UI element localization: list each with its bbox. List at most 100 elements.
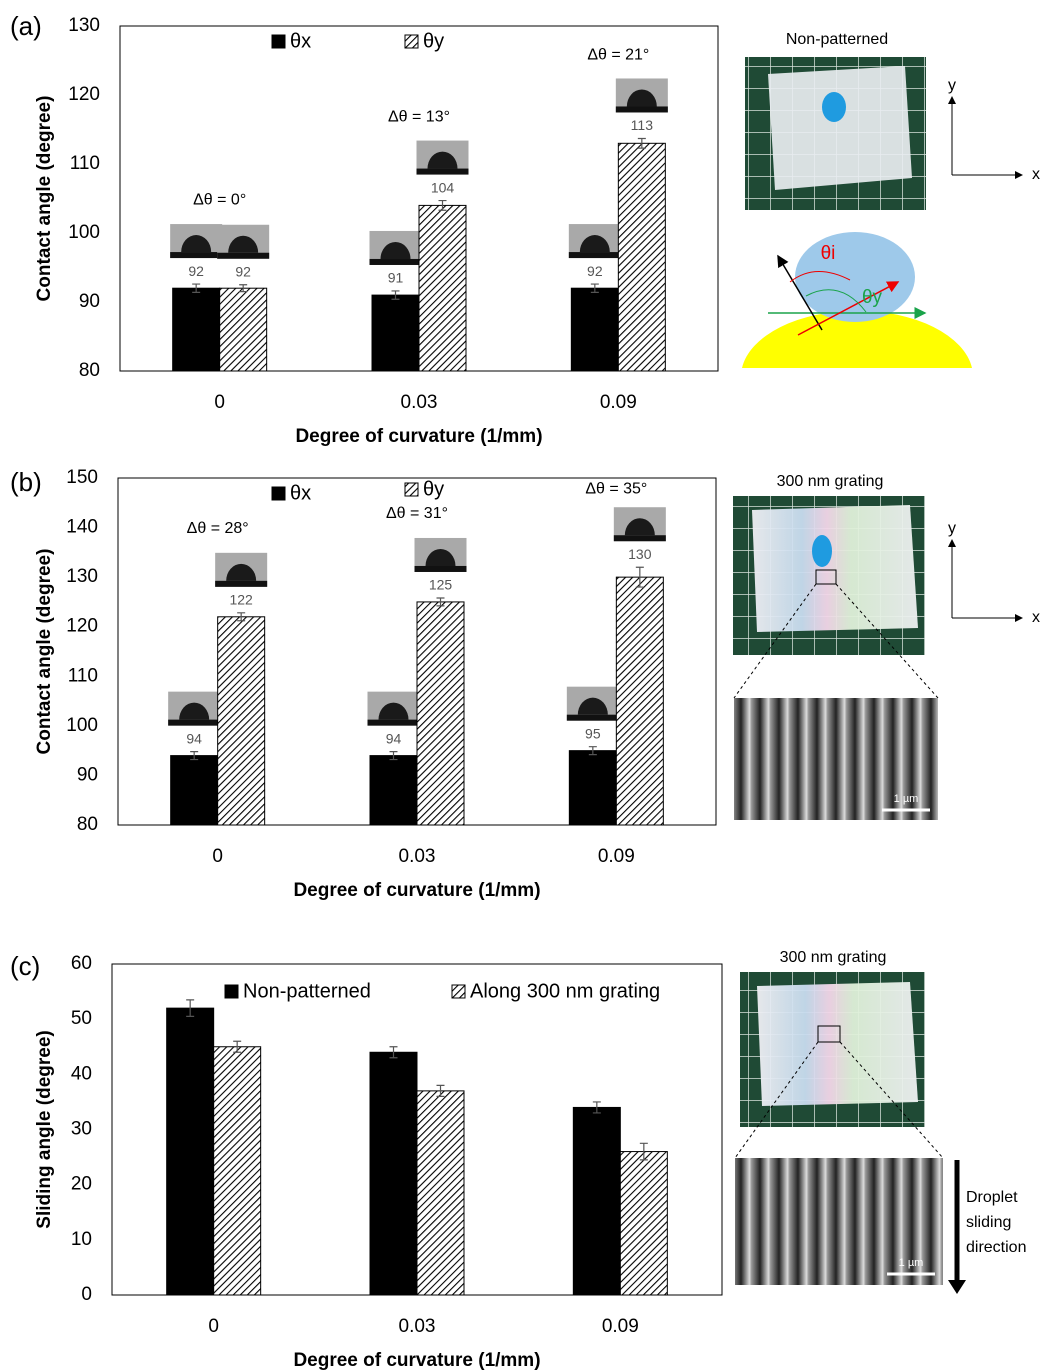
legend-label: θy (423, 478, 444, 500)
y-tick-label: 100 (66, 715, 98, 736)
bar (171, 756, 218, 825)
droplet-inset (415, 538, 467, 572)
y-tick-label: 20 (71, 1174, 92, 1195)
direction-label: Droplet (966, 1189, 1018, 1206)
droplet-inset (616, 78, 668, 112)
data-label: 95 (585, 725, 601, 741)
angle-label: θy (862, 287, 883, 308)
bar (417, 1091, 464, 1295)
legend-label: θy (423, 30, 444, 52)
bar (372, 295, 419, 371)
x-tick-label: 0.03 (399, 1316, 436, 1337)
data-label: 94 (186, 730, 202, 746)
side-panel-b: 300 nm grating 1 µm y x (733, 473, 1040, 820)
droplet-inset (614, 507, 666, 541)
inset-stage (415, 566, 467, 572)
y-axis-title: Contact angle (degree) (34, 549, 55, 755)
photo-caption: 300 nm grating (777, 473, 884, 490)
annotation: Δθ = 0° (193, 191, 246, 208)
annotation: Δθ = 21° (587, 47, 649, 64)
sample (752, 505, 918, 632)
bar (218, 617, 265, 825)
axis-label: x (1032, 166, 1040, 183)
legend-label: Along 300 nm grating (470, 980, 660, 1002)
y-tick-label: 110 (68, 665, 98, 686)
axis-label: x (1032, 609, 1040, 626)
y-tick-label: 120 (66, 616, 98, 637)
y-axis-title: Sliding angle (degree) (34, 1030, 55, 1228)
data-label: 113 (631, 117, 654, 133)
legend-swatch (452, 985, 465, 998)
bar (370, 756, 417, 825)
data-label: 92 (587, 263, 603, 279)
droplet (795, 232, 915, 322)
bar (370, 1052, 417, 1295)
y-tick-label: 120 (68, 84, 100, 105)
y-tick-label: 90 (79, 291, 100, 312)
x-axis-title: Degree of curvature (1/mm) (293, 1350, 540, 1371)
annotation: Δθ = 31° (386, 505, 448, 522)
x-tick-label: 0 (214, 392, 225, 413)
x-tick-label: 0.09 (602, 1316, 639, 1337)
inset-stage (370, 259, 422, 265)
bar (571, 288, 618, 371)
y-tick-label: 130 (66, 566, 98, 587)
annotation: Δθ = 13° (388, 109, 450, 126)
side-panel-a: Non-patterned y x θi θy (742, 31, 1040, 368)
x-tick-label: 0 (208, 1316, 219, 1337)
side-panel-c: 300 nm grating 1 µm Droplet sliding dire… (735, 949, 1026, 1294)
inset-stage (614, 535, 666, 541)
droplet-inset (168, 692, 220, 726)
inset-stage (368, 720, 420, 726)
droplet-inset (569, 224, 621, 258)
droplet (822, 92, 846, 122)
y-tick-label: 80 (79, 360, 100, 381)
legend-label: θx (290, 30, 311, 52)
legend-swatch (225, 985, 238, 998)
bar (616, 577, 663, 825)
panel-label: (c) (10, 951, 40, 981)
data-label: 94 (386, 730, 402, 746)
inset-stage (170, 252, 222, 258)
bar (569, 751, 616, 825)
scale-label: 1 µm (899, 1257, 924, 1269)
photo-caption: 300 nm grating (780, 949, 887, 966)
inset-stage (616, 106, 668, 112)
y-tick-label: 140 (66, 517, 98, 538)
scale-label: 1 µm (894, 793, 919, 805)
direction-label: sliding (966, 1214, 1011, 1231)
y-tick-label: 60 (71, 953, 92, 974)
data-label: 91 (388, 270, 404, 286)
y-tick-label: 0 (81, 1284, 92, 1305)
y-tick-label: 100 (68, 222, 100, 243)
annotation: Δθ = 28° (187, 520, 249, 537)
inset-stage (215, 581, 267, 587)
y-axis-title: Contact angle (degree) (34, 96, 55, 302)
y-tick-label: 130 (68, 15, 100, 36)
x-tick-label: 0.03 (401, 392, 438, 413)
inset-stage (417, 169, 469, 175)
y-tick-label: 150 (66, 467, 98, 488)
bar (220, 288, 267, 371)
droplet-inset (217, 225, 269, 259)
inset-stage (569, 252, 621, 258)
panel-label: (b) (10, 467, 42, 497)
droplet-inset (368, 692, 420, 726)
bar (419, 205, 466, 371)
x-axis-title: Degree of curvature (1/mm) (295, 426, 542, 447)
inset-stage (567, 715, 619, 721)
x-tick-label: 0.09 (600, 392, 637, 413)
droplet-inset (215, 553, 267, 587)
droplet-inset (567, 687, 619, 721)
bar (214, 1047, 261, 1295)
droplet (812, 535, 832, 567)
panel-label: (a) (10, 11, 42, 41)
figure: Non-patterned y x θi θy 300 nm grating 1… (0, 0, 1043, 1372)
y-tick-label: 40 (71, 1063, 92, 1084)
droplet-inset (370, 231, 422, 265)
droplet-inset (417, 141, 469, 175)
y-tick-label: 10 (71, 1229, 92, 1250)
y-tick-label: 30 (71, 1119, 92, 1140)
sample (768, 66, 912, 190)
y-tick-label: 80 (77, 814, 98, 835)
